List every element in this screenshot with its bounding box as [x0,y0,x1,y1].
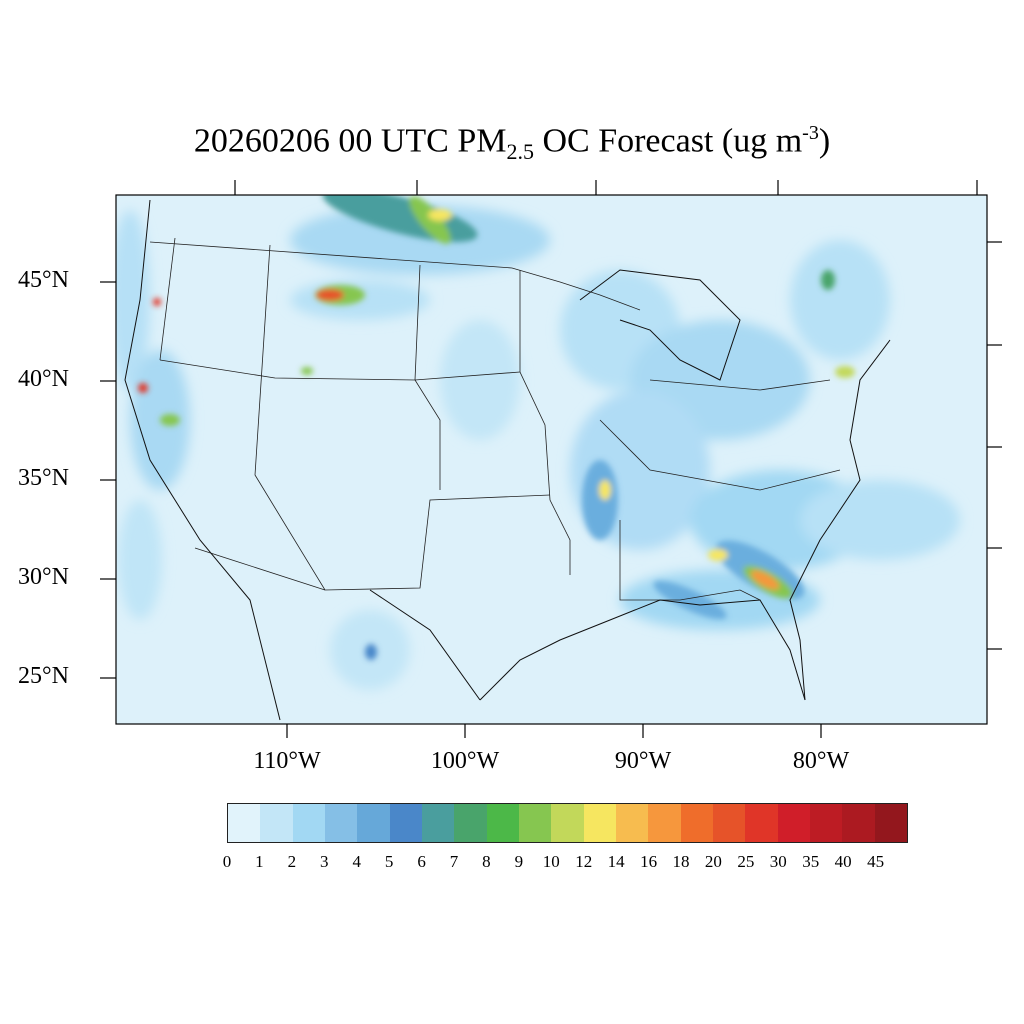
lon-label-100: 100°W [430,748,500,774]
colorbar-swatch [486,804,519,842]
colorbar-tick-label: 30 [769,852,787,871]
colorbar-tick-label: 5 [384,852,394,871]
colorbar-tick-label: 4 [352,852,361,871]
colorbar-tick-label: 14 [607,852,625,871]
colorbar-swatch [615,804,649,842]
colorbar-tick-label: 20 [704,852,722,871]
colorbar-tick-label: 6 [417,852,426,871]
colorbar-tick-label: 3 [320,852,329,871]
colorbar-swatch [228,804,261,842]
colorbar-tick-label: 35 [802,852,820,871]
colorbar-swatch [809,804,843,842]
colorbar-swatch [389,804,422,842]
colorbar-swatch [712,804,746,842]
map-plot-area [116,195,987,724]
lat-label-30: 30°N [18,564,69,590]
colorbar-tick-label: 12 [575,852,593,871]
map-border [115,194,988,725]
colorbar-swatch [454,804,487,842]
colorbar-tick-label: 16 [640,852,658,871]
concentration-field [116,205,960,690]
colorbar-tick-label: 40 [834,852,852,871]
colorbar-tick-label: 2 [287,852,297,871]
lon-label-90: 90°W [614,748,672,774]
coastlines [124,199,891,721]
colorbar-tick-label: 18 [672,852,690,871]
chart-title: 20260206 00 UTC PM2.5 OC Forecast (ug m-… [193,122,831,165]
colorbar-swatch [357,804,390,842]
lon-label-110: 110°W [253,748,321,774]
colorbar-tick-label: 0 [222,852,232,871]
map-ticks [100,180,1002,738]
colorbar-swatch [842,804,875,842]
colorbar-swatch [680,804,713,842]
lat-label-25: 25°N [18,663,69,689]
colorbar-tick-label: 7 [449,852,459,871]
colorbar-labels: 0 1 2 3 4 5 6 7 8 9 10 12 14 16 18 20 25 30 35 40 45 [0,852,1024,876]
colorbar-tick-label: 1 [255,852,264,871]
colorbar-tick-label: 9 [514,852,524,871]
colorbar-swatch [518,804,552,842]
colorbar-tick-label: 8 [482,852,491,871]
colorbar-tick-label: 45 [867,852,885,871]
lat-label-45: 45°N [18,267,69,293]
colorbar-swatch [777,804,810,842]
colorbar-swatch [421,804,455,842]
colorbar-swatch [292,804,325,842]
colorbar-swatch [551,804,584,842]
lat-label-35: 35°N [18,465,69,491]
colorbar [227,803,908,843]
lon-label-80: 80°W [792,748,850,774]
state-boundaries [149,237,841,601]
colorbar-tick-label: 25 [737,852,755,871]
colorbar-swatch [745,804,778,842]
colorbar-swatch [874,804,907,842]
colorbar-swatch [260,804,293,842]
colorbar-swatch [648,804,681,842]
colorbar-swatch [324,804,358,842]
lat-label-40: 40°N [18,366,69,392]
concentration-hotspots [138,195,855,660]
colorbar-swatch [583,804,616,842]
colorbar-tick-label: 10 [542,852,560,871]
